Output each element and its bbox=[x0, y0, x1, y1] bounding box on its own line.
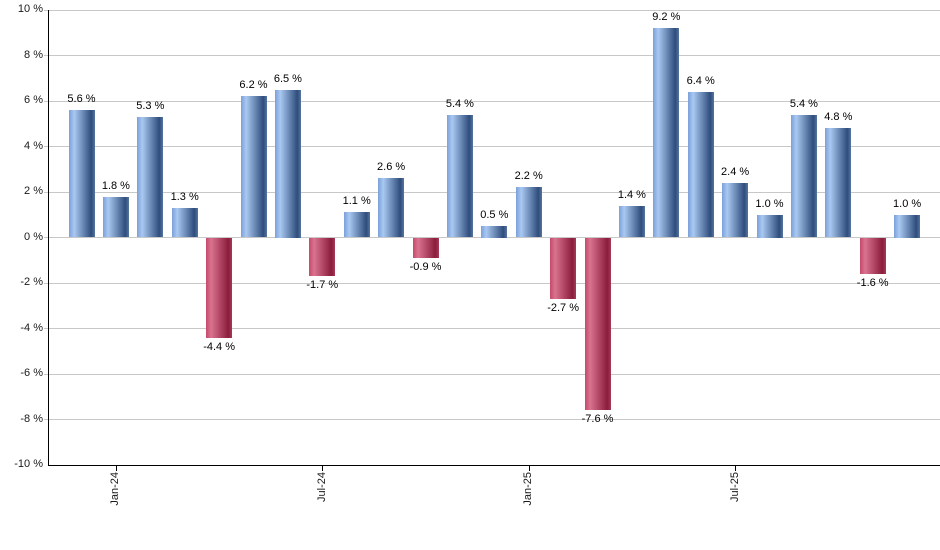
gridline bbox=[48, 237, 940, 238]
y-axis-tick bbox=[44, 100, 48, 102]
bar-positive bbox=[653, 28, 680, 238]
y-axis-tick bbox=[44, 9, 48, 11]
bar-positive bbox=[790, 114, 817, 238]
gridline bbox=[48, 146, 940, 147]
gridline bbox=[48, 100, 940, 102]
bar-positive bbox=[894, 214, 921, 238]
bar-positive bbox=[515, 187, 542, 238]
bar-negative bbox=[584, 237, 611, 411]
y-axis-line bbox=[48, 10, 49, 466]
y-axis-tick bbox=[44, 328, 48, 329]
x-axis-tick bbox=[528, 466, 530, 471]
bar-value-label: -0.9 % bbox=[409, 260, 442, 273]
y-axis-tick-label: 8 % bbox=[24, 48, 43, 61]
bar-value-label: 6.2 % bbox=[239, 79, 268, 92]
bar-value-label: -2.7 % bbox=[547, 301, 579, 314]
bar-negative bbox=[550, 237, 577, 299]
bar-negative bbox=[206, 237, 233, 338]
y-axis-tick-label: 10 % bbox=[17, 3, 43, 15]
y-axis-tick-label: 6 % bbox=[24, 94, 43, 106]
bar-negative bbox=[412, 237, 439, 258]
bar-value-label: 6.4 % bbox=[686, 74, 715, 87]
bar-value-label: 5.4 % bbox=[789, 97, 818, 110]
x-axis-tick bbox=[322, 466, 324, 471]
bar-value-label: 1.4 % bbox=[617, 188, 646, 201]
bar-negative bbox=[309, 237, 336, 277]
y-axis-tick bbox=[44, 191, 48, 193]
x-axis-tick-label: Jan-25 bbox=[522, 472, 535, 506]
bar-value-label: 2.4 % bbox=[721, 165, 750, 178]
gridline bbox=[48, 55, 940, 56]
bar-positive bbox=[102, 196, 129, 238]
bar-positive bbox=[343, 212, 370, 238]
bar-value-label: 1.0 % bbox=[893, 197, 922, 210]
y-axis-tick-label: -4 % bbox=[20, 321, 43, 334]
y-axis-tick bbox=[44, 55, 48, 56]
bar-positive bbox=[137, 116, 164, 238]
bar-positive bbox=[240, 96, 267, 238]
y-axis-tick-label: 2 % bbox=[24, 185, 43, 197]
bar-value-label: 2.2 % bbox=[514, 170, 543, 183]
bar-value-label: 6.5 % bbox=[273, 72, 302, 85]
bar-value-label: 1.0 % bbox=[755, 197, 784, 210]
bar-value-label: 9.2 % bbox=[652, 11, 681, 24]
x-axis-line bbox=[48, 465, 940, 466]
y-axis-tick-label: -6 % bbox=[20, 367, 43, 379]
bar-value-label: -7.6 % bbox=[581, 413, 614, 426]
bar-negative bbox=[859, 237, 886, 274]
y-axis-tick bbox=[44, 282, 48, 284]
y-axis-tick bbox=[44, 373, 48, 375]
bar-positive bbox=[378, 178, 405, 238]
bar-positive bbox=[68, 110, 95, 238]
bar-positive bbox=[274, 89, 301, 238]
gridline bbox=[48, 373, 940, 375]
bar-value-label: 5.4 % bbox=[445, 97, 474, 110]
x-axis-tick-label: Jul-24 bbox=[315, 472, 328, 502]
y-axis-tick-label: -2 % bbox=[20, 276, 43, 288]
bar-value-label: 5.6 % bbox=[67, 93, 96, 106]
y-axis-tick bbox=[44, 146, 48, 147]
bar-positive bbox=[446, 114, 473, 238]
y-axis-tick bbox=[44, 419, 48, 420]
y-axis-tick bbox=[44, 237, 48, 238]
bar-value-label: -1.7 % bbox=[306, 279, 339, 292]
bar-positive bbox=[756, 214, 783, 238]
bar-value-label: 1.3 % bbox=[170, 190, 199, 203]
y-axis-tick-label: 0 % bbox=[24, 230, 43, 243]
gridline bbox=[48, 9, 940, 11]
y-axis-tick-label: -10 % bbox=[14, 458, 43, 470]
y-axis-tick-label: 4 % bbox=[24, 139, 43, 152]
bar-positive bbox=[481, 226, 508, 238]
bar-value-label: 2.6 % bbox=[377, 161, 406, 174]
bar-positive bbox=[618, 205, 645, 238]
gridline bbox=[48, 419, 940, 420]
bar-positive bbox=[171, 207, 198, 238]
bar-positive bbox=[722, 182, 749, 238]
bar-value-label: 4.8 % bbox=[824, 111, 853, 124]
bar-positive bbox=[825, 128, 852, 238]
bar-value-label: 1.8 % bbox=[101, 179, 130, 192]
bar-positive bbox=[687, 91, 714, 238]
bar-value-label: -4.4 % bbox=[203, 340, 235, 353]
x-axis-tick bbox=[735, 466, 737, 471]
x-axis-tick-label: Jul-25 bbox=[728, 472, 741, 502]
bar-value-label: 1.1 % bbox=[342, 195, 371, 208]
x-axis-tick bbox=[115, 466, 117, 471]
gridline bbox=[48, 191, 940, 193]
bar-value-label: 0.5 % bbox=[480, 209, 509, 222]
x-axis-tick-label: Jan-24 bbox=[109, 472, 122, 506]
bar-value-label: 5.3 % bbox=[136, 99, 165, 112]
gridline bbox=[48, 282, 940, 284]
bar-value-label: -1.6 % bbox=[856, 276, 889, 289]
gridline bbox=[48, 328, 940, 329]
y-axis-tick-label: -8 % bbox=[20, 412, 43, 425]
